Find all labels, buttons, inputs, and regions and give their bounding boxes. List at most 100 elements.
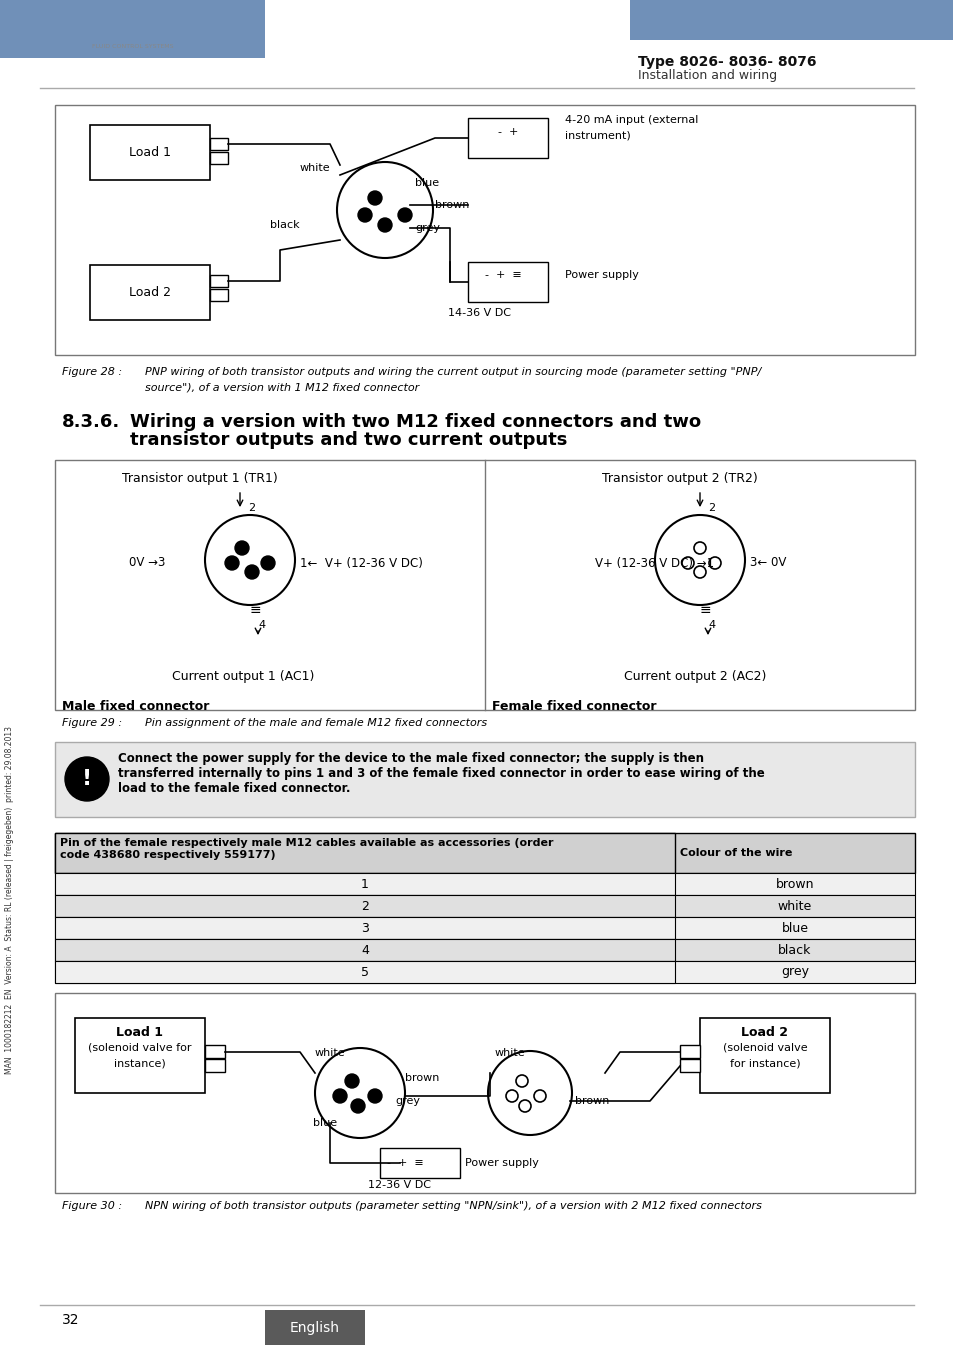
Text: white: white xyxy=(314,1048,345,1058)
Text: Load 2: Load 2 xyxy=(740,1026,788,1040)
Bar xyxy=(679,1045,700,1058)
Text: 3: 3 xyxy=(360,922,369,934)
Text: Installation and wiring: Installation and wiring xyxy=(638,69,777,82)
Text: Load 1: Load 1 xyxy=(116,1026,163,1040)
Bar xyxy=(205,1058,225,1072)
Text: Figure 29 :: Figure 29 : xyxy=(62,718,122,728)
Circle shape xyxy=(516,1075,527,1087)
Circle shape xyxy=(693,566,705,578)
Bar xyxy=(700,1018,829,1094)
Circle shape xyxy=(377,217,392,232)
Bar xyxy=(55,105,914,355)
Text: 12-36 V DC: 12-36 V DC xyxy=(368,1180,431,1189)
Circle shape xyxy=(261,556,274,570)
Circle shape xyxy=(681,558,693,568)
Circle shape xyxy=(368,190,381,205)
Bar xyxy=(55,873,675,895)
Text: ≡: ≡ xyxy=(699,603,710,617)
Text: white: white xyxy=(777,899,811,913)
Text: English: English xyxy=(290,1322,339,1335)
Circle shape xyxy=(655,514,744,605)
Circle shape xyxy=(534,1089,545,1102)
Bar xyxy=(265,1310,365,1345)
Text: 4-20 mA input (external: 4-20 mA input (external xyxy=(564,115,698,126)
Bar xyxy=(55,873,914,895)
Text: white: white xyxy=(299,163,330,173)
Text: 2: 2 xyxy=(248,504,254,513)
Text: white: white xyxy=(495,1048,525,1058)
Text: Figure 28 :: Figure 28 : xyxy=(62,367,122,377)
Bar xyxy=(90,265,210,320)
Text: black: black xyxy=(270,220,299,230)
Text: grey: grey xyxy=(781,965,808,979)
Text: NPN wiring of both transistor outputs (parameter setting "NPN/sink"), of a versi: NPN wiring of both transistor outputs (p… xyxy=(145,1202,761,1211)
Bar xyxy=(90,126,210,180)
Bar xyxy=(210,153,228,163)
Bar xyxy=(0,0,265,58)
Bar xyxy=(210,138,228,150)
Circle shape xyxy=(397,208,412,221)
Circle shape xyxy=(245,566,258,579)
Text: Colour of the wire: Colour of the wire xyxy=(679,848,792,859)
Text: 4: 4 xyxy=(258,620,265,630)
Text: transistor outputs and two current outputs: transistor outputs and two current outpu… xyxy=(130,431,567,450)
Text: instance): instance) xyxy=(114,1058,166,1068)
Bar xyxy=(210,275,228,288)
Circle shape xyxy=(357,208,372,221)
Text: grey: grey xyxy=(415,223,439,234)
Bar xyxy=(55,833,914,873)
Text: blue: blue xyxy=(415,178,438,188)
Text: 1: 1 xyxy=(360,878,369,891)
Text: V+ (12-36 V DC) →1: V+ (12-36 V DC) →1 xyxy=(595,556,714,570)
Text: blue: blue xyxy=(313,1118,336,1129)
Circle shape xyxy=(65,757,109,801)
Circle shape xyxy=(205,514,294,605)
Circle shape xyxy=(314,1048,405,1138)
Text: (solenoid valve: (solenoid valve xyxy=(722,1044,806,1053)
Text: MAN  1000182212  EN  Version: A  Status: RL (released | freigegeben)  printed: 2: MAN 1000182212 EN Version: A Status: RL … xyxy=(6,726,14,1075)
Circle shape xyxy=(336,162,433,258)
Text: brown: brown xyxy=(405,1073,439,1083)
Circle shape xyxy=(518,1100,531,1112)
Text: Figure 30 :: Figure 30 : xyxy=(62,1202,122,1211)
Bar xyxy=(468,117,547,158)
Text: Current output 2 (AC2): Current output 2 (AC2) xyxy=(623,670,765,683)
Text: 4: 4 xyxy=(708,620,715,630)
Bar xyxy=(210,289,228,301)
Text: 1←  V+ (12-36 V DC): 1← V+ (12-36 V DC) xyxy=(299,556,422,570)
Bar xyxy=(55,743,914,817)
Circle shape xyxy=(488,1052,572,1135)
Circle shape xyxy=(368,1089,381,1103)
Text: -  +  ≡: - + ≡ xyxy=(386,1158,423,1168)
Text: brown: brown xyxy=(575,1096,609,1106)
Text: 2: 2 xyxy=(360,899,369,913)
Text: PNP wiring of both transistor outputs and wiring the current output in sourcing : PNP wiring of both transistor outputs an… xyxy=(145,367,760,377)
Bar xyxy=(75,1018,205,1094)
Bar xyxy=(55,460,914,710)
Text: Transistor output 1 (TR1): Transistor output 1 (TR1) xyxy=(122,472,277,485)
Text: !: ! xyxy=(82,769,92,788)
Text: 32: 32 xyxy=(62,1314,79,1327)
Text: Pin assignment of the male and female M12 fixed connectors: Pin assignment of the male and female M1… xyxy=(145,718,487,728)
Text: grey: grey xyxy=(395,1096,419,1106)
Text: instrument): instrument) xyxy=(564,130,630,140)
Text: Power supply: Power supply xyxy=(564,270,639,279)
Bar xyxy=(55,961,914,983)
Bar xyxy=(468,262,547,302)
Bar xyxy=(205,1045,225,1058)
Text: brown: brown xyxy=(775,878,814,891)
Text: 5: 5 xyxy=(360,965,369,979)
Bar xyxy=(379,1148,459,1179)
Circle shape xyxy=(333,1089,347,1103)
Text: Load 1: Load 1 xyxy=(129,147,171,159)
Bar xyxy=(55,940,675,961)
Text: bürkert: bürkert xyxy=(91,20,173,39)
Text: 2: 2 xyxy=(707,504,715,513)
Bar xyxy=(55,895,675,917)
Text: black: black xyxy=(778,944,811,957)
Text: -  +  ≡: - + ≡ xyxy=(484,270,521,279)
Text: source"), of a version with 1 M12 fixed connector: source"), of a version with 1 M12 fixed … xyxy=(145,382,418,391)
Bar xyxy=(55,917,914,940)
Text: Pin of the female respectively male M12 cables available as accessories (order
c: Pin of the female respectively male M12 … xyxy=(60,838,553,860)
Text: (solenoid valve for: (solenoid valve for xyxy=(89,1044,192,1053)
